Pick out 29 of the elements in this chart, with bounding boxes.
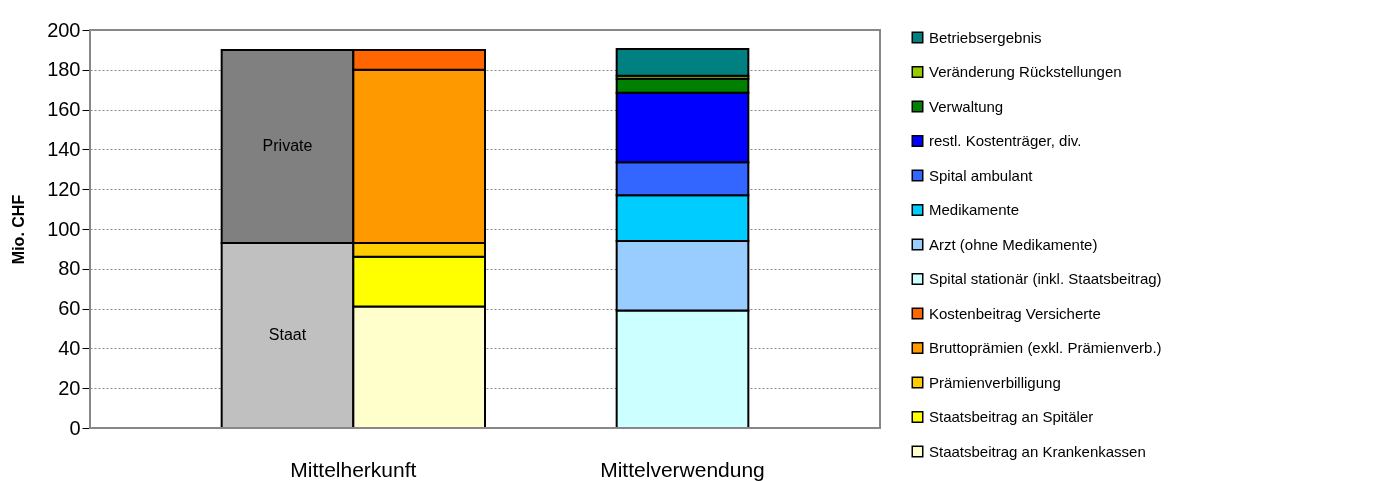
y-tick-label: 120	[47, 177, 81, 200]
legend-label: Veränderung Rückstellungen	[929, 63, 1122, 80]
legend-label: Staatsbeitrag an Spitäler	[929, 408, 1094, 425]
y-tick-label: 180	[47, 58, 81, 81]
y-tick-label: 20	[58, 376, 81, 399]
y-axis-title: Mio. CHF	[10, 194, 28, 265]
legend-label: Kostenbeitrag Versicherte	[929, 304, 1101, 322]
y-tick-label: 0	[69, 416, 81, 439]
text: Mittelherkunft	[290, 458, 417, 481]
x-tick-label: Mittelverwendung	[600, 458, 765, 481]
legend-label: Arzt (ohne Medikamente)	[929, 235, 1098, 253]
y-tick-label: 60	[58, 297, 81, 320]
legend-label: restl. Kostenträger, div.	[929, 132, 1082, 149]
legend-label: Betriebsergebnis	[929, 28, 1042, 46]
y-tick-label: 160	[47, 98, 81, 121]
y-tick-label: 200	[47, 18, 81, 41]
y-tick-label: 80	[58, 257, 81, 280]
series-label: Staat	[268, 326, 307, 344]
legend-label: Spital stationär (inkl. Staatsbeitrag)	[929, 270, 1162, 287]
y-tick-label: 140	[47, 137, 81, 160]
y-tick-label: 100	[47, 217, 81, 240]
series-label: Private	[262, 137, 313, 155]
legend-label: Staatsbeitrag an Krankenkassen	[929, 442, 1146, 460]
legend-label: Bruttoprämien (exkl. Prämienverb.)	[929, 339, 1162, 356]
legend-label: Medikamente	[929, 201, 1020, 218]
legend-label: Spital ambulant	[929, 166, 1034, 184]
y-tick-label: 40	[58, 336, 81, 359]
legend-label: Prämienverbilligung	[929, 373, 1061, 391]
legend-label: Verwaltung	[929, 97, 1004, 115]
